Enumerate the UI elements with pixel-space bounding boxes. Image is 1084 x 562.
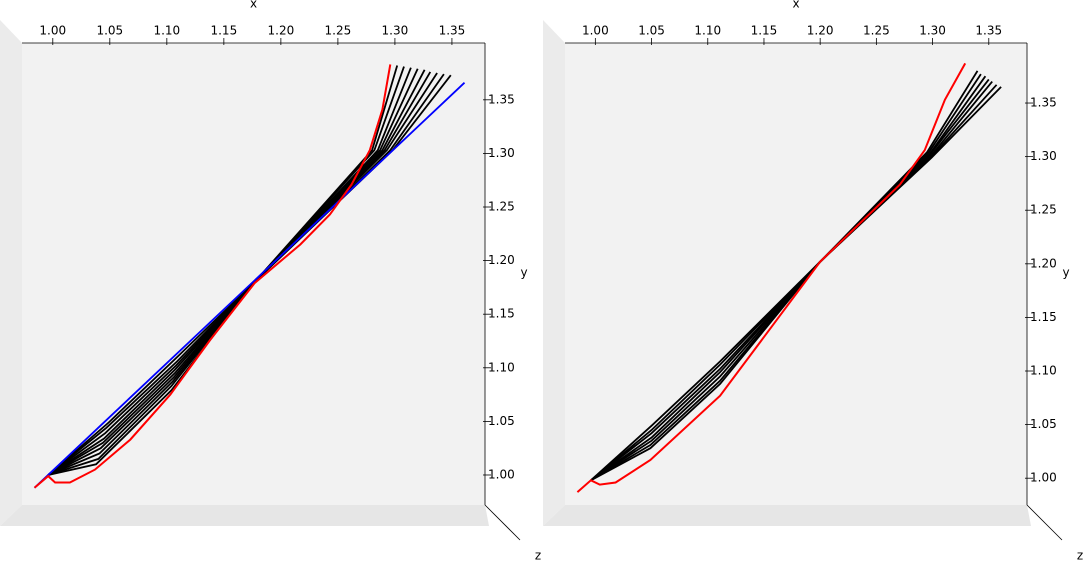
x-tick-label: 1.05 <box>96 24 123 38</box>
x-tick-label: 1.00 <box>39 24 66 38</box>
left-pane <box>543 20 565 526</box>
y-tick-label: 1.00 <box>1030 471 1057 485</box>
y-axis-label: y <box>520 266 527 280</box>
y-tick-label: 1.20 <box>488 253 515 267</box>
curve <box>576 62 967 493</box>
bottom-pane <box>0 505 489 526</box>
back-pane <box>565 43 1027 505</box>
curve <box>47 71 432 476</box>
x-tick-label: 1.25 <box>863 24 890 38</box>
back-pane <box>22 43 485 505</box>
x-axis-label: x <box>250 0 257 11</box>
subplot: 1.00 1.05 1.10 1.15 1.20 1.25 1.30 1.35 1.00 1.05… <box>0 0 541 562</box>
y-tick-label: 1.35 <box>488 92 515 106</box>
z-axis <box>1026 504 1063 541</box>
z-axis-label: z <box>535 549 541 562</box>
y-tick-label: 1.05 <box>1030 417 1057 431</box>
x-tick-label: 1.30 <box>919 24 946 38</box>
curve <box>33 82 466 489</box>
y-tick-label: 1.30 <box>488 146 515 160</box>
x-tick-label: 1.20 <box>268 24 295 38</box>
y-tick-label: 1.15 <box>1030 310 1057 324</box>
x-tick-label: 1.00 <box>582 24 609 38</box>
y-tick-label: 1.25 <box>488 200 515 214</box>
curve <box>590 70 979 482</box>
y-tick-label: 1.00 <box>488 467 515 481</box>
curve <box>47 66 405 476</box>
x-tick-label: 1.30 <box>382 24 409 38</box>
curve <box>47 68 419 476</box>
subplot: 1.00 1.05 1.10 1.15 1.20 1.25 1.30 1.35 1.00 1.05… <box>543 0 1083 562</box>
y-tick-label: 1.05 <box>488 414 515 428</box>
bottom-pane <box>543 505 1031 526</box>
y-tick-label: 1.30 <box>1030 149 1057 163</box>
x-tick-label: 1.05 <box>638 24 665 38</box>
curve <box>590 84 998 481</box>
x-tick-label: 1.35 <box>975 24 1002 38</box>
curve <box>47 73 445 476</box>
curve <box>590 75 987 482</box>
y-tick-label: 1.10 <box>1030 364 1057 378</box>
curve <box>590 81 993 482</box>
curve <box>590 86 1002 481</box>
x-tick-label: 1.10 <box>153 24 180 38</box>
curve <box>33 64 392 489</box>
x-tick-label: 1.35 <box>439 24 466 38</box>
x-tick-label: 1.15 <box>751 24 778 38</box>
y-tick-label: 1.10 <box>488 360 515 374</box>
left-pane <box>0 20 22 526</box>
curve <box>590 78 990 482</box>
x-tick-label: 1.20 <box>807 24 834 38</box>
z-axis-label: z <box>1077 549 1083 562</box>
curve <box>47 69 426 476</box>
y-tick-label: 1.35 <box>1030 96 1057 110</box>
z-axis <box>484 504 521 541</box>
x-tick-label: 1.15 <box>210 24 237 38</box>
curve <box>590 73 982 482</box>
x-tick-label: 1.10 <box>694 24 721 38</box>
y-tick-label: 1.15 <box>488 307 515 321</box>
x-tick-label: 1.25 <box>325 24 352 38</box>
curve <box>47 74 452 476</box>
curve <box>47 67 412 476</box>
x-axis-label: x <box>792 0 799 11</box>
y-axis-label: y <box>1062 266 1069 280</box>
y-tick-label: 1.25 <box>1030 203 1057 217</box>
curve <box>47 72 438 476</box>
y-tick-label: 1.20 <box>1030 256 1057 270</box>
